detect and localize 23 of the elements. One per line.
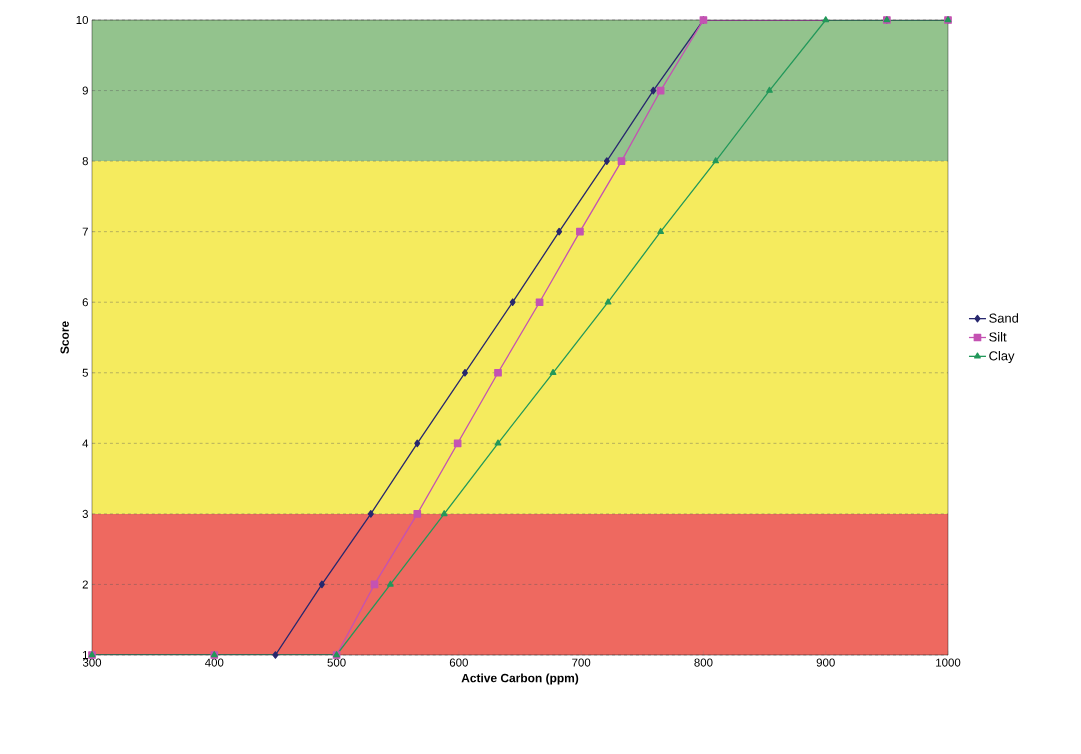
y-tick-label: 8 xyxy=(82,157,88,166)
x-tick-label: 300 xyxy=(82,658,102,667)
y-tick-label: 9 xyxy=(82,86,88,95)
y-axis-title: Score xyxy=(60,321,69,354)
x-axis-title: Active Carbon (ppm) xyxy=(461,673,579,685)
y-tick-label: 7 xyxy=(82,227,88,236)
y-tick-label: 6 xyxy=(82,298,88,307)
x-tick-label: 800 xyxy=(694,658,713,667)
y-tick-label: 4 xyxy=(82,439,89,448)
x-tick-label: 600 xyxy=(449,658,468,667)
y-tick-label: 10 xyxy=(76,15,89,25)
legend-label: Clay xyxy=(989,350,1015,363)
x-tick-label: 500 xyxy=(327,658,346,667)
legend-label: Silt xyxy=(989,332,1007,342)
y-tick-label: 5 xyxy=(82,368,88,377)
x-tick-label: 900 xyxy=(816,658,835,667)
legend-label: Sand xyxy=(989,313,1019,323)
x-tick-label: 1000 xyxy=(936,658,961,667)
y-tick-label: 2 xyxy=(82,580,88,589)
y-tick-label: 1 xyxy=(82,651,88,659)
y-tick-label: 3 xyxy=(82,509,88,518)
x-tick-label: 700 xyxy=(572,658,591,667)
x-tick-label: 400 xyxy=(204,658,224,667)
